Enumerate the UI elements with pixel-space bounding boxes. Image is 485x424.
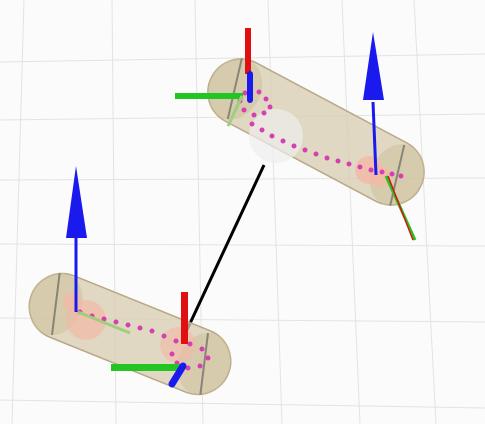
capsule-upper[interactable] <box>196 47 435 216</box>
joint-sphere <box>249 109 303 163</box>
axes-lower-joint-b <box>111 292 188 388</box>
axes-upper-joint-b <box>363 32 417 241</box>
axes-lower-joint-a <box>66 166 131 335</box>
axes-upper-joint-a <box>175 28 253 127</box>
link-rod[interactable] <box>184 164 266 333</box>
